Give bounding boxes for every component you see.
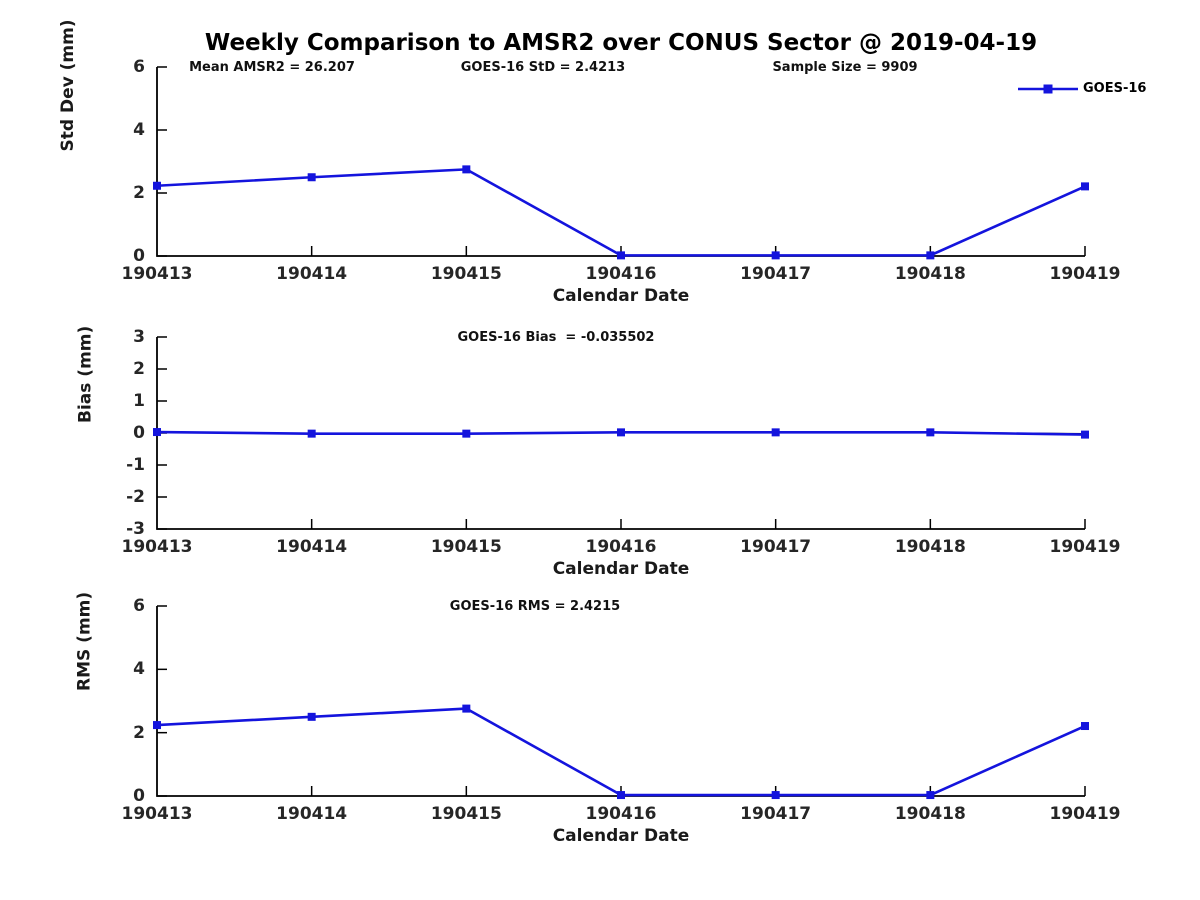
x-tick-label: 190417 [740,264,812,284]
y-tick-label: 2 [133,722,145,743]
x-tick-label: 190419 [1049,264,1121,284]
y-tick-label: 0 [133,423,145,443]
y-tick-label: -2 [126,487,145,507]
x-axis-label-std-dev: Calendar Date [552,286,690,306]
y-tick-label: 1 [133,391,145,411]
series-marker [771,251,780,260]
series-marker [926,428,935,437]
y-tick-label: 0 [133,246,145,266]
x-tick-label: 190414 [276,804,348,824]
std-dev-plot [153,66,1089,260]
x-tick-label: 190416 [585,537,657,557]
series-marker [926,791,935,800]
x-axis-label-rms: Calendar Date [552,826,690,846]
x-tick-label: 190416 [585,804,657,824]
x-tick-label: 190414 [276,264,348,284]
series-marker [617,791,625,800]
annotation: GOES-16 StD = 2.4213 [460,60,626,75]
annotation: Mean AMSR2 = 26.207 [189,60,355,75]
y-tick-label: 6 [133,57,145,77]
y-tick-label: -3 [126,519,145,539]
series-marker [153,181,161,190]
series-marker [307,429,316,438]
legend-line-swatch [1018,84,1078,94]
series-marker [1081,430,1089,439]
series-marker [926,251,935,260]
series-marker [462,165,471,174]
series-marker [153,428,161,437]
x-tick-label: 190417 [740,804,812,824]
y-tick-label: 2 [133,183,145,203]
series-marker [307,712,316,721]
y-axis-label-rms: RMS (mm) [74,591,95,691]
y-tick-label: -1 [126,455,145,475]
x-tick-label: 190418 [894,804,966,824]
series-marker [771,428,780,437]
annotation: GOES-16 Bias = -0.035502 [457,330,655,345]
x-tick-label: 190417 [740,537,812,557]
x-tick-label: 190413 [121,537,193,557]
series-marker [617,428,625,437]
x-tick-label: 190415 [430,264,502,284]
x-tick-label: 190419 [1049,804,1121,824]
y-axis-label-std-dev: Std Dev (mm) [57,19,78,152]
series-marker [307,173,316,182]
y-axis-label-bias: Bias (mm) [75,325,96,423]
page-title: Weekly Comparison to AMSR2 over CONUS Se… [204,30,1038,56]
y-tick-label: 0 [133,786,145,806]
y-tick-label: 4 [133,120,145,140]
x-tick-label: 190419 [1049,537,1121,557]
legend-label: GOES-16 [1083,81,1147,96]
x-tick-label: 190418 [894,537,966,557]
annotation: GOES-16 RMS = 2.4215 [449,599,621,614]
x-tick-label: 190418 [894,264,966,284]
series-marker [462,429,471,438]
series-marker [1081,722,1089,731]
y-tick-label: 2 [133,359,145,379]
y-tick-label: 6 [133,596,145,616]
x-axis-label-bias: Calendar Date [552,559,690,579]
x-tick-label: 190415 [430,804,502,824]
series-marker [462,704,471,713]
series-marker [153,721,161,730]
annotation: Sample Size = 9909 [772,60,918,75]
x-tick-label: 190416 [585,264,657,284]
x-tick-label: 190415 [430,537,502,557]
series-marker [1081,182,1089,191]
series-marker [617,251,625,260]
x-tick-label: 190414 [276,537,348,557]
x-tick-label: 190413 [121,804,193,824]
series-line-goes-16 [156,168,1086,257]
series-line-goes-16 [156,707,1086,797]
y-tick-label: 4 [133,659,145,680]
bias-plot [153,336,1089,530]
y-tick-label: 3 [133,327,145,347]
x-tick-label: 190413 [121,264,193,284]
rms-plot [153,605,1089,800]
series-marker [771,791,780,800]
